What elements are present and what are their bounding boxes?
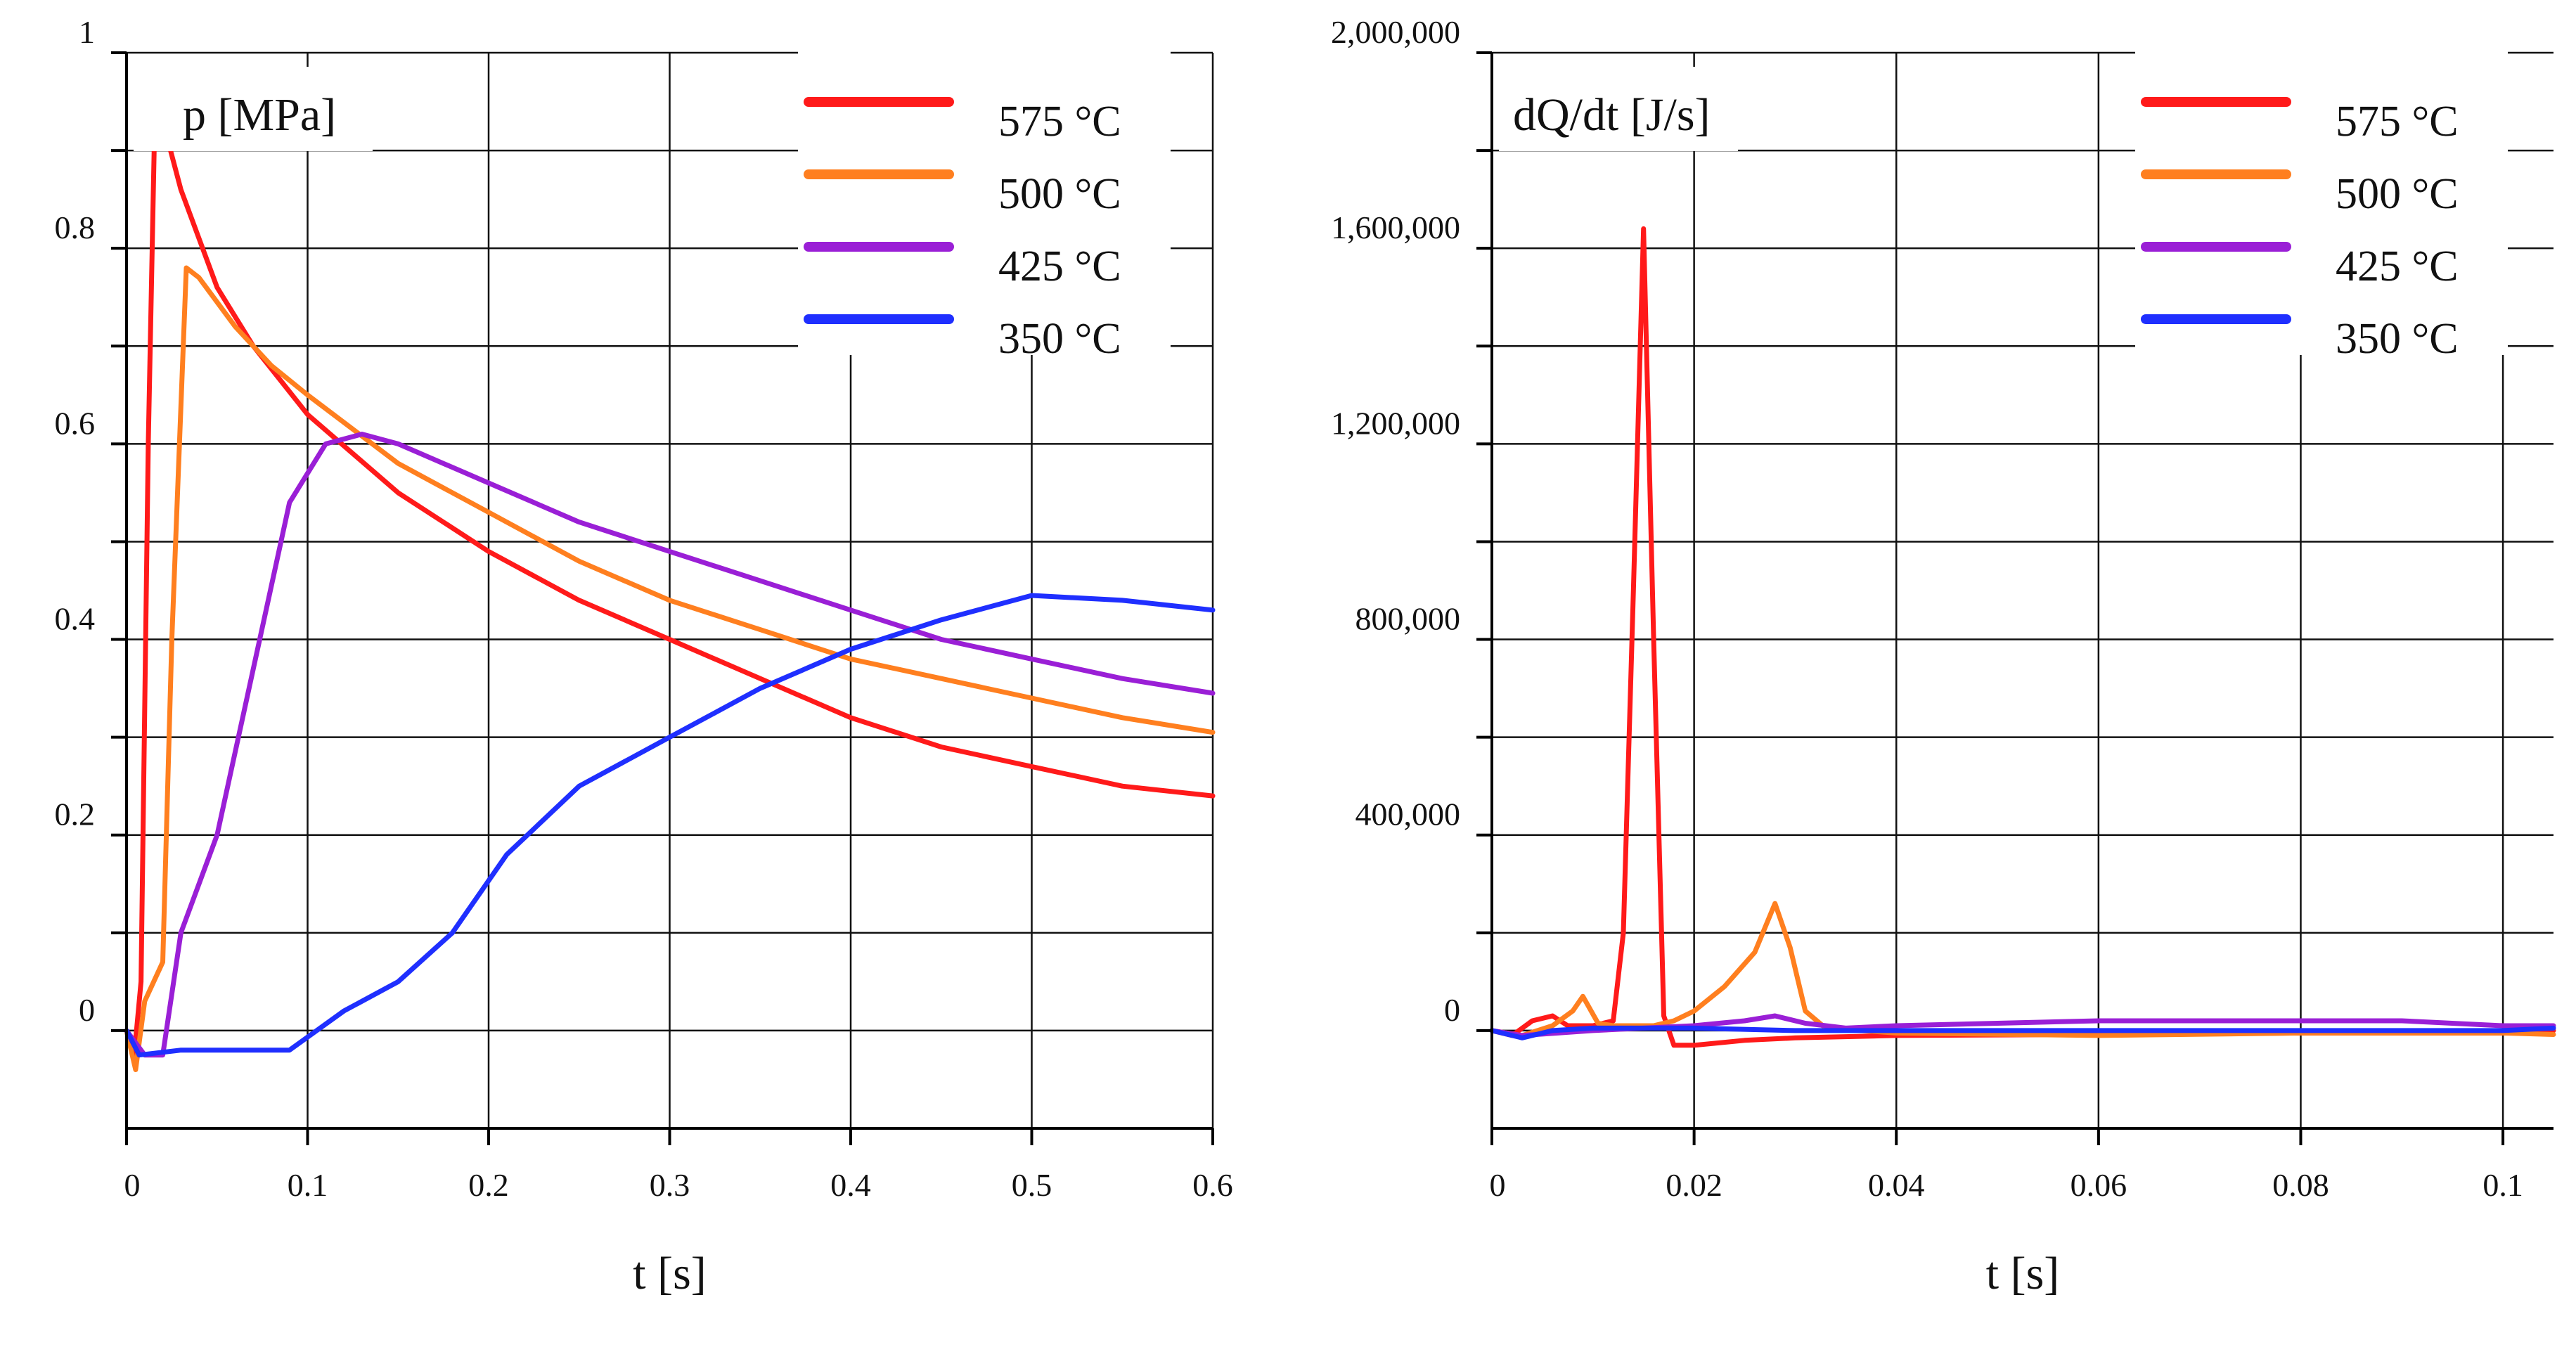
y-tick-label: 1,200,000 bbox=[1331, 405, 1460, 441]
legend-label-425: 425 °C bbox=[2336, 243, 2459, 290]
legend-label-500: 500 °C bbox=[2336, 170, 2459, 218]
legend-background bbox=[2135, 42, 2508, 355]
x-axis-title: t [s] bbox=[633, 1248, 706, 1299]
y-tick-label: 0.6 bbox=[55, 405, 96, 441]
chart-title: dQ/dt [J/s] bbox=[1513, 89, 1711, 141]
y-tick-label: 0.4 bbox=[55, 601, 96, 637]
x-tick-label: 0.5 bbox=[1012, 1167, 1052, 1203]
legend-background bbox=[798, 42, 1171, 355]
y-tick-label: 0 bbox=[1444, 992, 1460, 1028]
x-tick-label: 0.1 bbox=[288, 1167, 328, 1203]
series-group bbox=[124, 79, 1216, 1072]
series-line-350 bbox=[124, 593, 1216, 1058]
y-tick-label: 0 bbox=[79, 992, 95, 1028]
x-axis-title: t [s] bbox=[1986, 1248, 2059, 1299]
y-tick-label: 2,000,000 bbox=[1331, 14, 1460, 50]
x-tick-label: 0.2 bbox=[468, 1167, 509, 1203]
series-line-350 bbox=[1489, 1025, 2556, 1040]
x-tick-label: 0 bbox=[1490, 1167, 1506, 1203]
x-tick-label: 0.06 bbox=[2071, 1167, 2127, 1203]
y-tick-label: 1 bbox=[79, 14, 95, 50]
heat-release-chart: 0 400,000 800,000 1,200,000 1,600,000 2,000,0… bbox=[1331, 14, 2556, 1299]
y-tick-label: 1,600,000 bbox=[1331, 210, 1460, 245]
series-line-425 bbox=[124, 432, 1216, 1058]
title-background bbox=[134, 67, 373, 151]
x-tick-label: 0.08 bbox=[2272, 1167, 2329, 1203]
legend-label-425: 425 °C bbox=[998, 243, 1121, 290]
y-tick-label: 0.8 bbox=[55, 210, 96, 245]
x-tick-label: 0.02 bbox=[1666, 1167, 1722, 1203]
y-tick-label: 400,000 bbox=[1355, 797, 1461, 832]
series-group bbox=[1489, 226, 2556, 1048]
legend: 575 °C 500 °C 425 °C 350 °C bbox=[2135, 42, 2508, 363]
x-tick-label: 0.1 bbox=[2482, 1167, 2523, 1203]
pressure-chart: 0 0.2 0.4 0.6 0.8 1 0 0.1 0.2 0.3 0.4 0.5 0.6 t [s] p … bbox=[55, 14, 1233, 1299]
x-tick-label: 0 bbox=[124, 1167, 141, 1203]
legend-label-350: 350 °C bbox=[998, 315, 1121, 363]
x-tick-label: 0.3 bbox=[650, 1167, 690, 1203]
legend-label-575: 575 °C bbox=[998, 98, 1121, 146]
x-tick-label: 0.4 bbox=[830, 1167, 871, 1203]
y-tick-label: 800,000 bbox=[1355, 601, 1461, 637]
legend: 575 °C 500 °C 425 °C 350 °C bbox=[798, 42, 1171, 363]
legend-label-575: 575 °C bbox=[2336, 98, 2459, 146]
axes: 0 400,000 800,000 1,200,000 1,600,000 2,000,0… bbox=[1331, 14, 2554, 1299]
chart-title: p [MPa] bbox=[183, 89, 336, 141]
legend-label-350: 350 °C bbox=[2336, 315, 2459, 363]
series-line-500 bbox=[124, 265, 1216, 1072]
legend-label-500: 500 °C bbox=[998, 170, 1121, 218]
x-tick-label: 0.04 bbox=[1868, 1167, 1925, 1203]
y-tick-label: 0.2 bbox=[55, 797, 96, 832]
series-line-500 bbox=[1489, 901, 2556, 1038]
axes: 0 0.2 0.4 0.6 0.8 1 0 0.1 0.2 0.3 0.4 0.5 0.6 t [s] bbox=[55, 14, 1233, 1299]
title-background bbox=[1499, 67, 1738, 151]
series-line-575 bbox=[124, 79, 1216, 1063]
x-tick-label: 0.6 bbox=[1192, 1167, 1233, 1203]
